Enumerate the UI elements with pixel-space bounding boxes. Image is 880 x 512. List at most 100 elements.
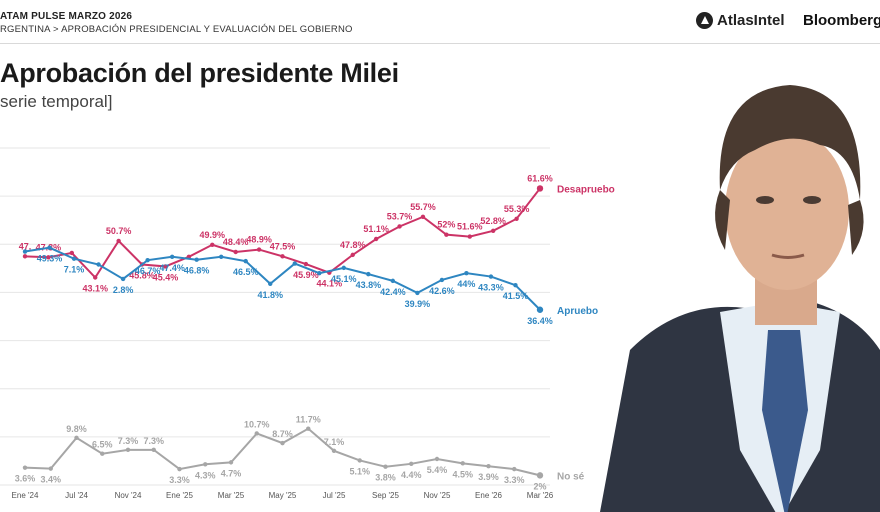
data-label: 45.8% — [129, 271, 155, 281]
data-point — [512, 466, 517, 472]
data-label: 3.3% — [169, 475, 190, 485]
data-point — [194, 257, 199, 262]
data-point — [256, 247, 262, 252]
data-point — [96, 262, 101, 267]
data-point — [48, 466, 53, 471]
data-point — [390, 278, 396, 284]
chart-title: Aprobación del presidente Milei — [0, 58, 399, 88]
data-point — [268, 281, 273, 286]
data-point — [350, 252, 355, 258]
data-point — [357, 458, 362, 463]
data-label: 47.4% — [159, 263, 185, 273]
data-point — [460, 461, 465, 466]
data-point — [444, 232, 449, 237]
data-label: 47.8% — [340, 240, 366, 250]
data-label: 44.1% — [317, 279, 343, 289]
data-point — [280, 440, 285, 446]
data-label: 42.4% — [380, 287, 406, 297]
data-point — [177, 466, 182, 472]
data-label: 39.9% — [405, 299, 431, 309]
data-point — [467, 234, 472, 239]
data-label: 43.1% — [82, 284, 108, 294]
x-tick-label: May '25 — [269, 491, 297, 500]
data-label: 4.7% — [221, 468, 242, 478]
data-label: 50.7% — [106, 226, 132, 236]
data-label: 6.5% — [92, 440, 113, 450]
data-point — [415, 290, 420, 296]
portrait-eye-left — [756, 196, 774, 204]
data-point — [536, 472, 544, 479]
data-label: 2% — [533, 481, 546, 491]
data-point — [203, 462, 208, 467]
data-point — [254, 431, 259, 436]
data-label: 4.5% — [452, 469, 473, 479]
data-label: 46.8% — [184, 266, 210, 276]
chart-subtitle: serie temporal] — [0, 92, 113, 111]
data-label: 45.4% — [153, 272, 179, 282]
data-label: 11.7% — [296, 415, 321, 425]
data-label: 3.6% — [15, 474, 36, 484]
x-tick-label: Jul '25 — [323, 491, 346, 500]
data-label: 10.7% — [244, 419, 270, 429]
data-label: 4.4% — [401, 470, 422, 480]
data-label: 49.9% — [200, 230, 226, 240]
data-label: 45.1% — [331, 274, 357, 284]
data-point — [292, 261, 297, 266]
data-point — [306, 426, 311, 431]
data-label: 5.1% — [349, 466, 370, 476]
data-label: 41.5% — [503, 291, 529, 301]
data-label: 42.6% — [429, 286, 455, 296]
series-name-label: Desapruebo — [557, 184, 615, 195]
data-label: 51.1% — [363, 224, 389, 234]
data-point — [210, 242, 215, 247]
data-label: 9.8% — [66, 424, 87, 434]
data-label: 8.7% — [272, 429, 293, 439]
data-point — [228, 460, 234, 465]
data-label: 48.9% — [246, 235, 272, 245]
data-label: 46.5% — [233, 267, 259, 277]
data-label: 49.3% — [37, 254, 63, 264]
data-point — [341, 265, 347, 271]
atlasintel-name: AtlasIntel — [717, 12, 785, 29]
data-point — [116, 238, 121, 244]
data-point — [486, 464, 491, 469]
x-tick-label: Ene '24 — [12, 491, 39, 500]
data-label: 7.3% — [118, 436, 139, 446]
series-name-label: Apruebo — [557, 306, 598, 317]
data-point — [420, 214, 426, 220]
data-point — [69, 250, 75, 256]
portrait-tie — [762, 330, 808, 512]
atlasintel-logo-icon — [696, 12, 713, 29]
data-point — [536, 185, 544, 192]
data-point — [243, 258, 248, 264]
data-point — [125, 447, 131, 453]
data-point — [100, 451, 105, 456]
portrait-eye-right — [803, 196, 821, 204]
data-label: 7.3% — [143, 436, 164, 446]
data-point — [488, 274, 494, 279]
data-label: 52.8% — [480, 216, 506, 226]
data-point — [71, 256, 77, 261]
data-label: 43.3% — [478, 283, 504, 293]
report-title: ATAM PULSE MARZO 2026 — [0, 11, 133, 22]
data-label: 55.7% — [410, 202, 436, 212]
data-label: 3.9% — [478, 472, 499, 482]
data-label: 3.3% — [504, 475, 525, 485]
portrait-hair — [719, 85, 861, 200]
data-point — [163, 264, 168, 269]
data-label: 52% — [437, 220, 455, 230]
data-point — [439, 277, 445, 283]
series-name-label: No sé — [557, 471, 585, 482]
x-tick-label: Ene '26 — [475, 491, 502, 500]
x-tick-label: Nov '25 — [424, 491, 451, 500]
data-label: 36.4% — [527, 316, 553, 326]
data-point — [280, 254, 285, 259]
president-portrait — [600, 85, 880, 512]
data-point — [536, 306, 544, 313]
data-point — [514, 216, 519, 221]
data-point — [120, 276, 126, 282]
data-label: 44% — [457, 279, 475, 289]
data-label: 5.4% — [427, 465, 448, 475]
header-divider — [0, 43, 880, 44]
data-point — [366, 271, 371, 277]
